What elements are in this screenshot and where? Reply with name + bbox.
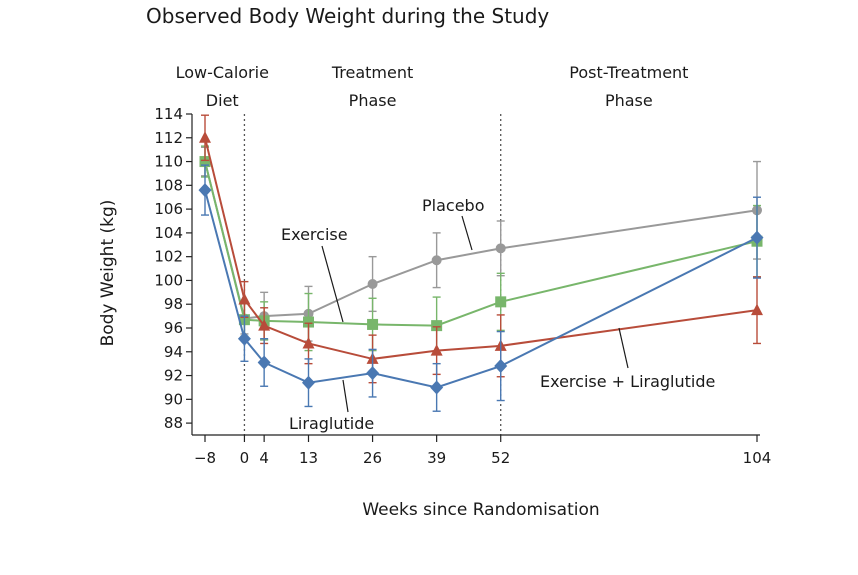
- marker-square: [495, 296, 507, 308]
- marker-circle: [431, 255, 442, 266]
- y-tick-label: 106: [154, 200, 183, 218]
- x-axis-label: Weeks since Randomisation: [362, 500, 599, 520]
- marker-diamond: [237, 331, 251, 346]
- leader-line: [321, 245, 344, 323]
- phase-label: Low-Calorie: [176, 63, 269, 82]
- marker-square: [367, 318, 379, 330]
- series-exercise: [199, 145, 763, 355]
- x-tick-label: 4: [259, 449, 269, 467]
- marker-diamond: [302, 375, 315, 390]
- phase-label: Phase: [605, 91, 653, 110]
- y-tick-label: 92: [164, 367, 183, 385]
- y-tick-label: 114: [154, 105, 183, 123]
- marker-triangle: [302, 336, 315, 349]
- x-tick-label: 39: [427, 449, 446, 467]
- y-tick-label: 100: [154, 271, 183, 289]
- y-tick-label: 102: [154, 248, 183, 266]
- phase-annotations: Low-Calorie Diet Treatment Phase Post-Treatm…: [176, 63, 688, 435]
- leader-line: [342, 379, 349, 413]
- phase-label: Phase: [349, 91, 397, 110]
- marker-triangle: [258, 319, 271, 331]
- series-label-placebo: Placebo: [422, 196, 484, 215]
- leader-line: [618, 327, 629, 369]
- x-tick-label: 26: [363, 449, 382, 467]
- marker-diamond: [257, 355, 271, 370]
- marker-diamond: [198, 183, 212, 198]
- series-label-exercise-liraglutide: Exercise + Liraglutide: [540, 372, 715, 391]
- series-line: [204, 137, 758, 360]
- chart-title: Observed Body Weight during the Study: [146, 4, 549, 28]
- marker-circle: [495, 243, 506, 254]
- x-tick-label: 13: [299, 449, 318, 467]
- y-tick-label: 90: [164, 390, 183, 408]
- phase-label: Post-Treatment: [569, 63, 688, 82]
- x-tick-label: −8: [194, 449, 216, 467]
- y-tick-label: 110: [154, 153, 183, 171]
- phase-label: Treatment: [331, 63, 413, 82]
- series-label-liraglutide: Liraglutide: [289, 414, 374, 433]
- marker-circle: [367, 279, 378, 290]
- series-labels: Placebo Exercise Liraglutide Exercise + Lir…: [281, 196, 715, 433]
- series-liraglutide: [198, 164, 764, 412]
- x-tick-label: 52: [491, 449, 510, 467]
- marker-diamond: [430, 380, 444, 395]
- marker-triangle: [238, 292, 251, 305]
- y-tick-label: 94: [164, 343, 183, 361]
- series-line: [204, 189, 758, 389]
- y-tick-label: 104: [154, 224, 183, 242]
- marker-diamond: [750, 230, 764, 245]
- leader-line: [461, 215, 473, 251]
- series-exercise-liraglutide: [199, 114, 763, 384]
- y-tick-label: 96: [164, 319, 183, 337]
- series-placebo: [200, 146, 762, 342]
- y-axis-label: Body Weight (kg): [98, 200, 118, 347]
- data-series: [198, 114, 764, 412]
- phase-label: Diet: [206, 91, 239, 110]
- marker-triangle: [751, 303, 763, 316]
- y-tick-label: 108: [154, 176, 183, 194]
- marker-square: [199, 156, 211, 168]
- series-label-exercise: Exercise: [281, 225, 348, 244]
- y-tick-label: 98: [164, 295, 183, 313]
- x-tick-label: 0: [240, 449, 250, 467]
- x-tick-label: 104: [743, 449, 772, 467]
- marker-diamond: [366, 366, 380, 381]
- y-tick-label: 88: [164, 414, 183, 432]
- marker-triangle: [430, 344, 443, 356]
- axes: 88 90 92 94 96 98 100 102 104 106 108 110 112 114 −8 0 4…: [154, 105, 771, 467]
- y-tick-label: 112: [154, 129, 183, 147]
- marker-diamond: [494, 359, 508, 374]
- marker-square: [303, 316, 314, 328]
- marker-triangle: [199, 131, 211, 143]
- marker-square: [431, 320, 443, 332]
